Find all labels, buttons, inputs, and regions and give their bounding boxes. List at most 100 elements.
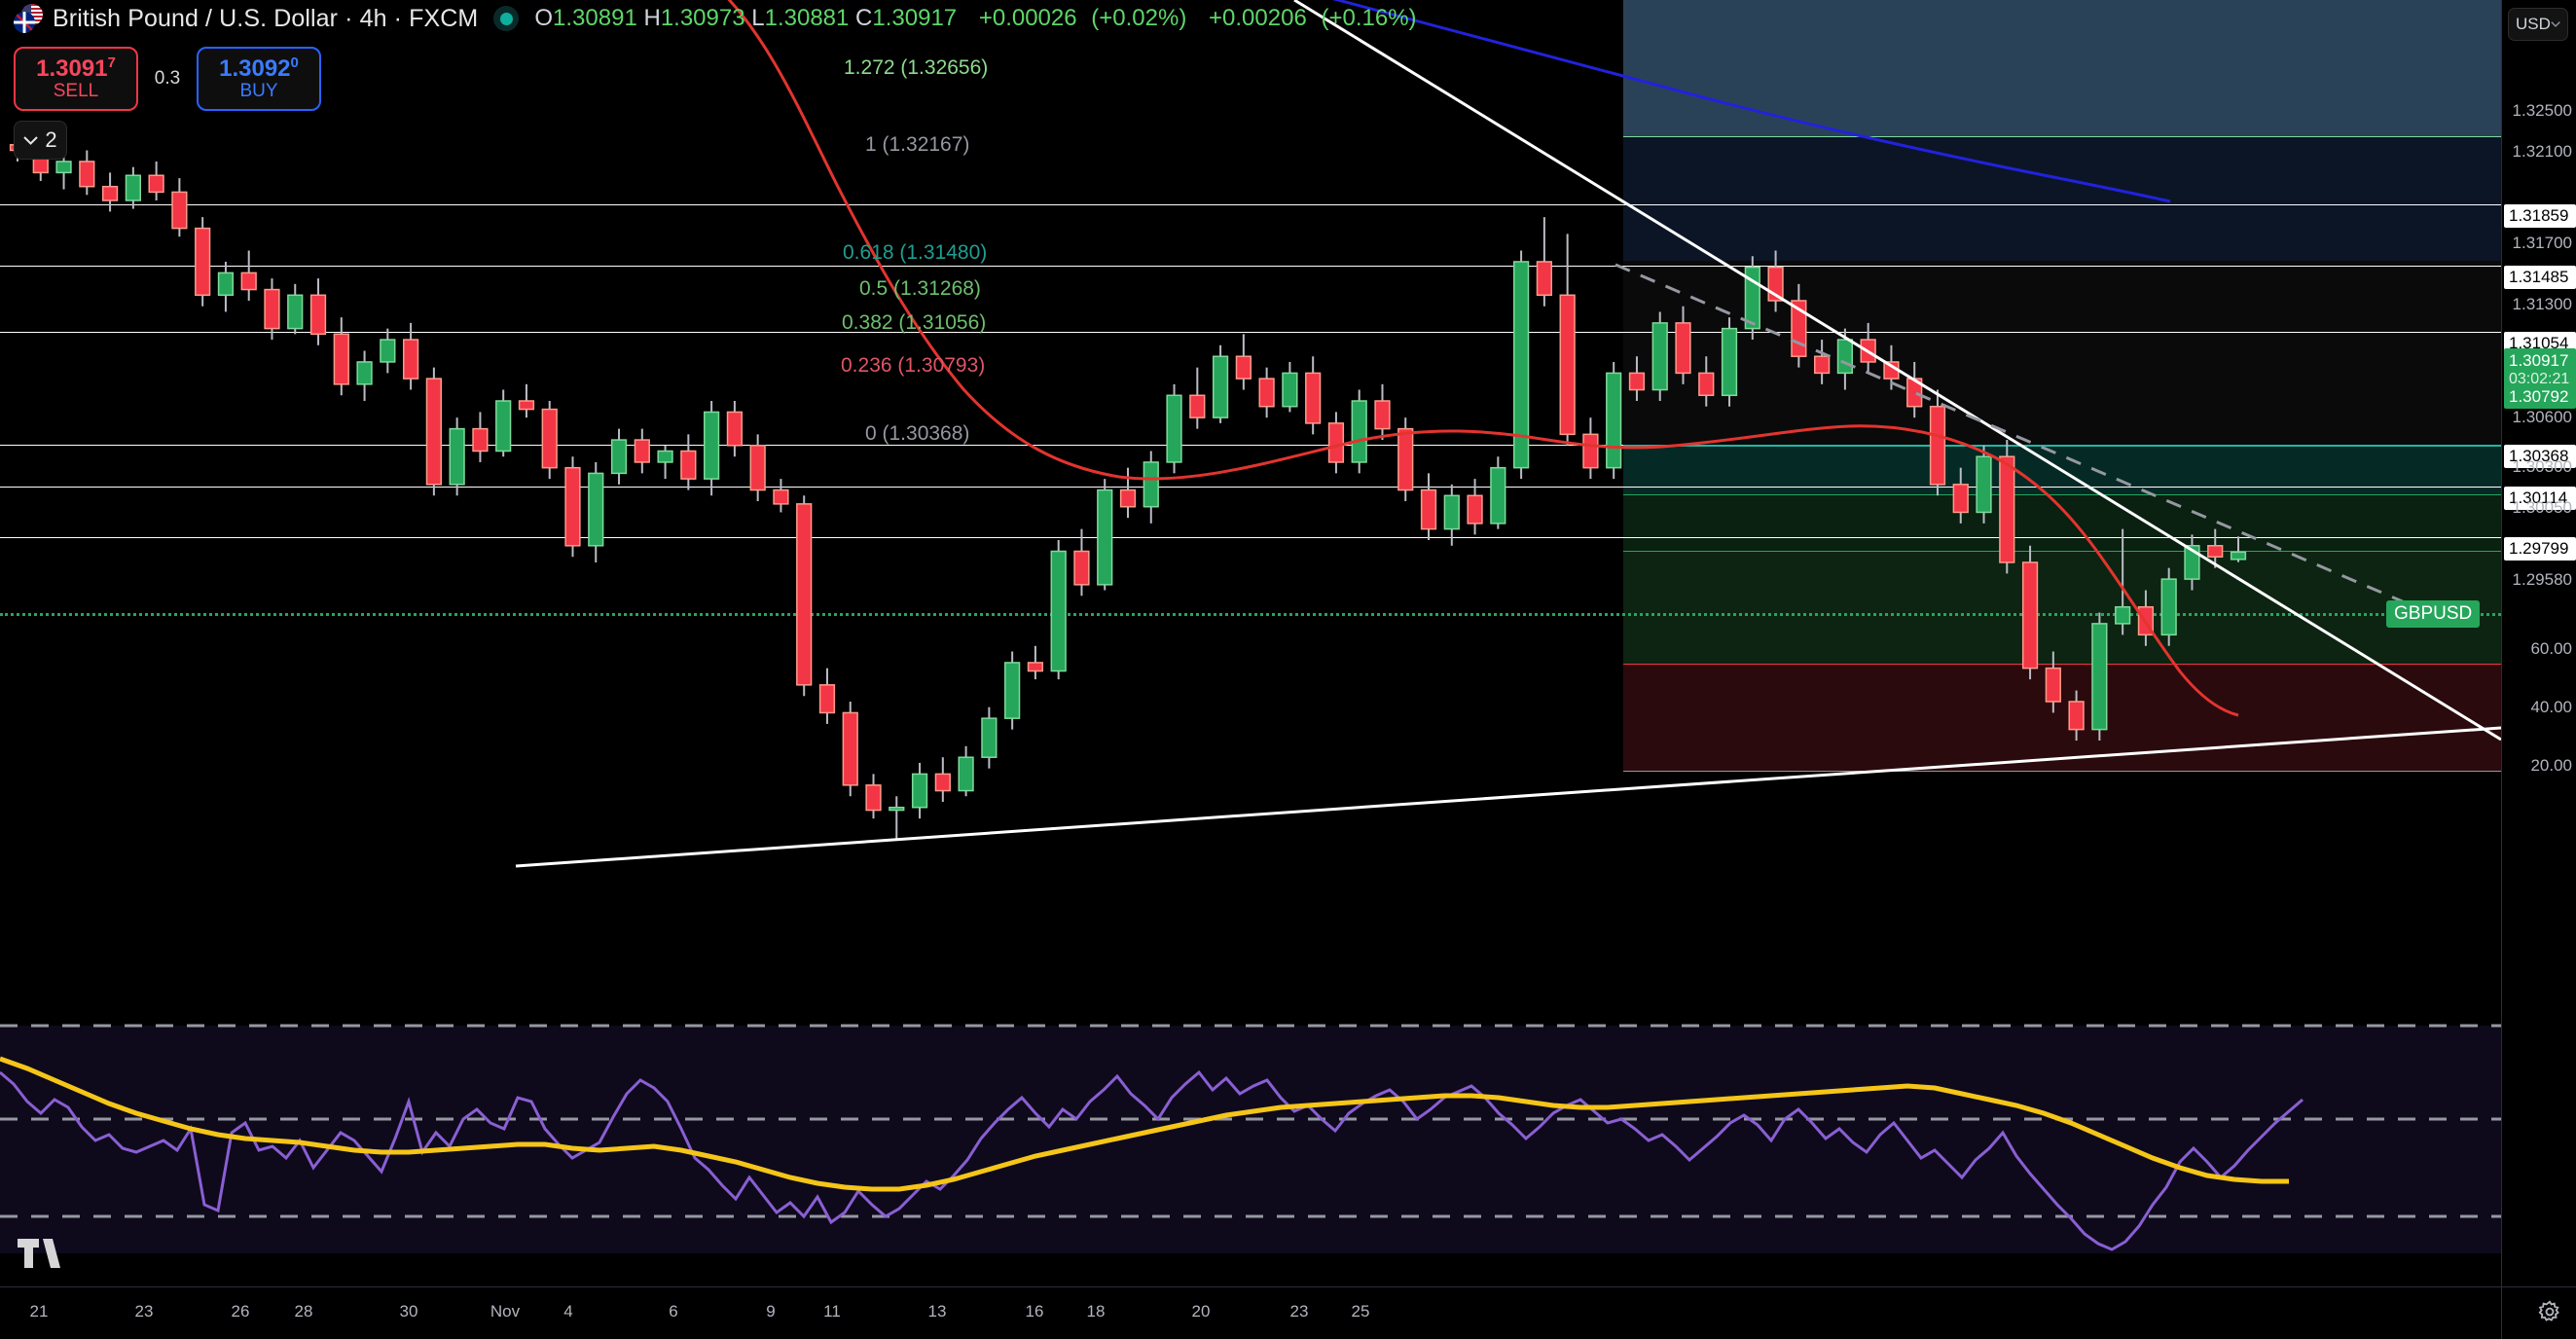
candle-body bbox=[1119, 489, 1137, 508]
ohlc-close-value: 1.30917 bbox=[872, 5, 958, 31]
current-price-value: 1.30917 bbox=[2509, 351, 2569, 370]
time-axis-label: 26 bbox=[231, 1302, 250, 1321]
current-price-line bbox=[0, 613, 2501, 616]
market-open-dot-icon[interactable] bbox=[493, 6, 520, 31]
level-line-3 bbox=[0, 332, 2501, 333]
chevron-down-icon bbox=[23, 135, 39, 145]
time-axis-label: 18 bbox=[1086, 1302, 1106, 1321]
candle-body bbox=[1212, 355, 1229, 418]
currency-pair-flag-icon bbox=[14, 4, 43, 33]
candle-body bbox=[1305, 372, 1322, 424]
chevron-down-icon bbox=[2551, 21, 2560, 27]
candle-body bbox=[1582, 433, 1599, 469]
candle-body bbox=[264, 288, 280, 330]
level-line-4 bbox=[0, 445, 2501, 446]
time-axis-label: 16 bbox=[1025, 1302, 1044, 1321]
currency-selector[interactable]: USD bbox=[2508, 8, 2568, 41]
candle-body bbox=[425, 378, 442, 486]
candle-body bbox=[1351, 400, 1367, 463]
time-axis-label: 13 bbox=[927, 1302, 947, 1321]
candle-body bbox=[472, 427, 489, 452]
fib-level-label: 0.618 (1.31480) bbox=[843, 241, 988, 264]
time-axis-label: 28 bbox=[294, 1302, 313, 1321]
candle-body bbox=[1327, 422, 1345, 463]
candle-body bbox=[1952, 484, 1969, 514]
candle-body bbox=[865, 784, 882, 812]
chart-header: British Pound / U.S. Dollar · 4h · FXCM … bbox=[0, 0, 1417, 37]
candle-body bbox=[773, 489, 789, 505]
candle-body bbox=[818, 684, 836, 714]
candle-body bbox=[564, 466, 581, 547]
bar-countdown: 03:02:21 bbox=[2509, 371, 2570, 388]
candle-body bbox=[634, 439, 650, 463]
sell-price-sup: 7 bbox=[107, 54, 116, 72]
change-absolute: +0.00026 bbox=[978, 5, 1077, 31]
current-price-label: 1.30917 03:02:21 bbox=[2504, 348, 2576, 392]
candle-body bbox=[911, 773, 928, 809]
candle-body bbox=[171, 191, 188, 230]
buy-label: BUY bbox=[239, 80, 278, 101]
candle-body bbox=[1721, 327, 1738, 397]
time-axis-label: 4 bbox=[563, 1302, 573, 1321]
change-percent: (+0.02%) bbox=[1091, 5, 1187, 31]
rsi-axis-label: 20.00 bbox=[2530, 756, 2572, 775]
candle-body bbox=[1235, 355, 1252, 380]
candle-body bbox=[125, 174, 141, 201]
candle-body bbox=[958, 756, 974, 792]
fib-level-label: 1.272 (1.32656) bbox=[844, 56, 989, 79]
sell-button[interactable]: 1.30917 SELL bbox=[14, 47, 138, 111]
candle-body bbox=[518, 400, 535, 411]
time-axis-label: 30 bbox=[399, 1302, 418, 1321]
price-axis[interactable]: 1.32500 1.32100 1.31859 1.31700 1.31485 1.313… bbox=[2501, 0, 2576, 1286]
candle-body bbox=[1675, 322, 1691, 375]
price-axis-label: 1.31300 bbox=[2512, 295, 2572, 313]
bid-price-label: 1.30792 bbox=[2504, 385, 2576, 409]
candle-body bbox=[1189, 394, 1206, 418]
ma-red-line bbox=[727, 0, 2239, 717]
spread-value: 0.3 bbox=[154, 68, 181, 89]
candle-body bbox=[749, 445, 766, 491]
time-axis-label: Nov bbox=[490, 1302, 521, 1321]
price-axis-label: 1.31700 bbox=[2512, 234, 2572, 252]
rsi-chart-svg bbox=[0, 1024, 2501, 1251]
ohlc-low-value: 1.30881 bbox=[764, 5, 850, 31]
candle-body bbox=[657, 450, 673, 463]
candle-body bbox=[1814, 355, 1831, 375]
price-axis-label: 1.30050 bbox=[2512, 498, 2572, 517]
zone-dark-red bbox=[1623, 664, 2501, 771]
time-axis-separator bbox=[2501, 1287, 2502, 1339]
time-axis-label: 20 bbox=[1191, 1302, 1211, 1321]
price-chart-svg bbox=[9, 0, 2501, 868]
candle-body bbox=[1443, 494, 1460, 530]
zone-edge-green-2 bbox=[1623, 551, 2501, 552]
candle-body bbox=[1027, 662, 1044, 672]
candle-body bbox=[287, 294, 304, 330]
candle-body bbox=[1536, 261, 1552, 297]
candle-body bbox=[1258, 378, 1275, 408]
candle-body bbox=[195, 227, 211, 297]
candle-body bbox=[1559, 294, 1576, 436]
time-axis-label: 11 bbox=[823, 1302, 841, 1321]
candle-body bbox=[380, 339, 396, 363]
price-chart-pane[interactable]: 1.272 (1.32656) 1 (1.32167) 0.618 (1.31480… bbox=[0, 0, 2501, 1002]
rsi-indicator-pane[interactable] bbox=[0, 1004, 2501, 1286]
ohlc-high-label: H bbox=[643, 5, 661, 31]
candle-body bbox=[2091, 623, 2108, 731]
candle-body bbox=[1004, 662, 1021, 719]
ohlc-open-label: O bbox=[534, 5, 554, 31]
candle-body bbox=[981, 717, 998, 758]
lot-size-dropdown[interactable]: 2 bbox=[14, 121, 67, 160]
symbol-title[interactable]: British Pound / U.S. Dollar · 4h · FXCM bbox=[53, 4, 479, 32]
price-axis-label: 1.30114 bbox=[2504, 487, 2576, 510]
candle-body bbox=[1698, 372, 1715, 397]
level-line-6 bbox=[0, 537, 2501, 538]
buy-button[interactable]: 1.30920 BUY bbox=[197, 47, 321, 111]
time-axis-label: 23 bbox=[134, 1302, 154, 1321]
time-axis[interactable]: 21 23 26 28 30 Nov 4 6 9 11 13 16 18 20 23 25 bbox=[0, 1286, 2576, 1339]
candle-body bbox=[1606, 372, 1622, 469]
gear-icon[interactable] bbox=[2537, 1299, 2562, 1329]
candle-body bbox=[402, 339, 419, 380]
ohlc-low-label: L bbox=[751, 5, 765, 31]
candle-body bbox=[2115, 605, 2131, 625]
price-axis-label: 1.32500 bbox=[2512, 101, 2572, 120]
